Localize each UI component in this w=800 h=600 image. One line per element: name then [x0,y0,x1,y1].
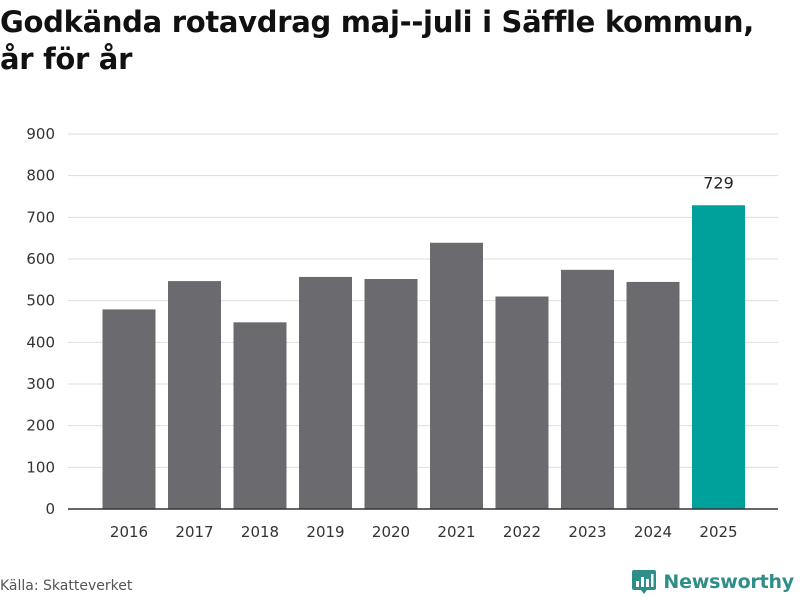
chart-title-line-1: Godkända rotavdrag maj--juli i Säffle ko… [0,5,754,39]
bar-2016 [102,309,156,509]
chart-title: Godkända rotavdrag maj--juli i Säffle ko… [0,4,800,78]
bar-2018 [233,322,287,509]
bars [102,205,745,509]
y-tick-label: 900 [26,125,55,143]
y-tick-label: 200 [26,417,55,435]
x-axis-ticks: 2016 2017 2018 2019 2020 2021 2022 2023 2024 2025 [110,523,738,541]
newsworthy-logo-icon [632,570,657,594]
data-labels: 729 [703,173,734,192]
chart-title-line-2: år för år [0,42,133,76]
bar-2022 [495,296,549,509]
x-tick-label: 2016 [110,523,148,541]
y-tick-label: 0 [45,500,55,518]
y-tick-label: 500 [26,292,55,310]
brand-logo: Newsworthy [631,568,794,596]
x-tick-label: 2024 [634,523,672,541]
y-tick-label: 300 [26,375,55,393]
x-tick-label: 2020 [372,523,410,541]
x-tick-label: 2017 [175,523,213,541]
bar-2023 [561,269,614,509]
bar-2019 [299,276,352,509]
bar-2021 [430,242,483,509]
y-tick-label: 400 [26,333,55,351]
y-tick-label: 600 [26,250,55,268]
y-tick-label: 800 [26,167,55,185]
y-tick-label: 700 [26,208,55,226]
x-tick-label: 2023 [568,523,606,541]
bar-2025 [692,205,745,509]
x-tick-label: 2022 [503,523,541,541]
data-label-2025: 729 [703,173,734,192]
x-tick-label: 2021 [437,523,475,541]
y-axis-ticks: 0 100 200 300 400 500 600 700 800 900 [26,125,55,518]
source-note: Källa: Skatteverket [0,578,133,594]
x-tick-label: 2025 [699,523,737,541]
bar-2024 [626,281,680,509]
brand-name: Newsworthy [663,571,794,593]
x-tick-label: 2019 [306,523,344,541]
x-tick-label: 2018 [241,523,279,541]
bar-2017 [168,281,221,509]
bar-2020 [364,279,418,509]
y-tick-label: 100 [26,458,55,476]
